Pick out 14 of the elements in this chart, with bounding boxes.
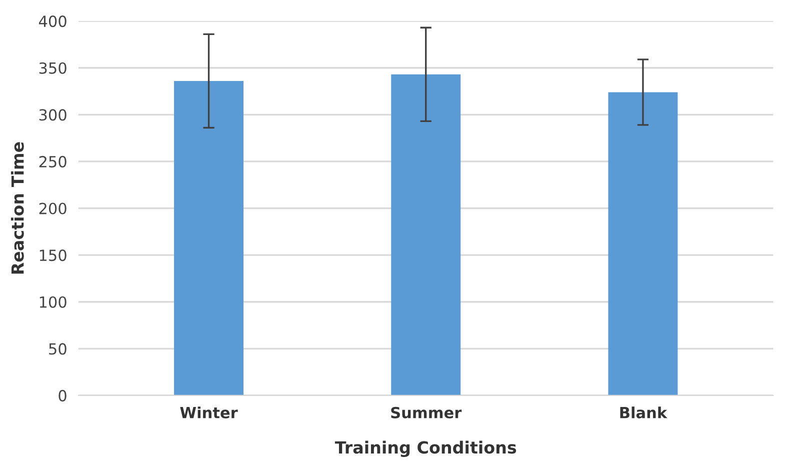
y-tick-label: 50: [49, 343, 66, 355]
y-tick-label: 150: [40, 250, 66, 262]
y-tick-label: 300: [39, 109, 66, 121]
y-tick-label: 0: [58, 390, 66, 402]
x-axis-title: Training Conditions: [334, 440, 516, 458]
y-tick-label: 250: [39, 156, 66, 168]
y-tick-label: 100: [40, 296, 66, 308]
x-tick-label: Blank: [620, 406, 668, 418]
x-tick-label: Winter: [180, 406, 238, 418]
x-tick-label: Summer: [391, 406, 462, 418]
y-tick-label: 200: [39, 202, 66, 214]
y-axis-title: Reaction Time: [10, 142, 24, 274]
y-tick-label: 350: [39, 62, 66, 74]
y-tick-label: 400: [38, 16, 66, 28]
